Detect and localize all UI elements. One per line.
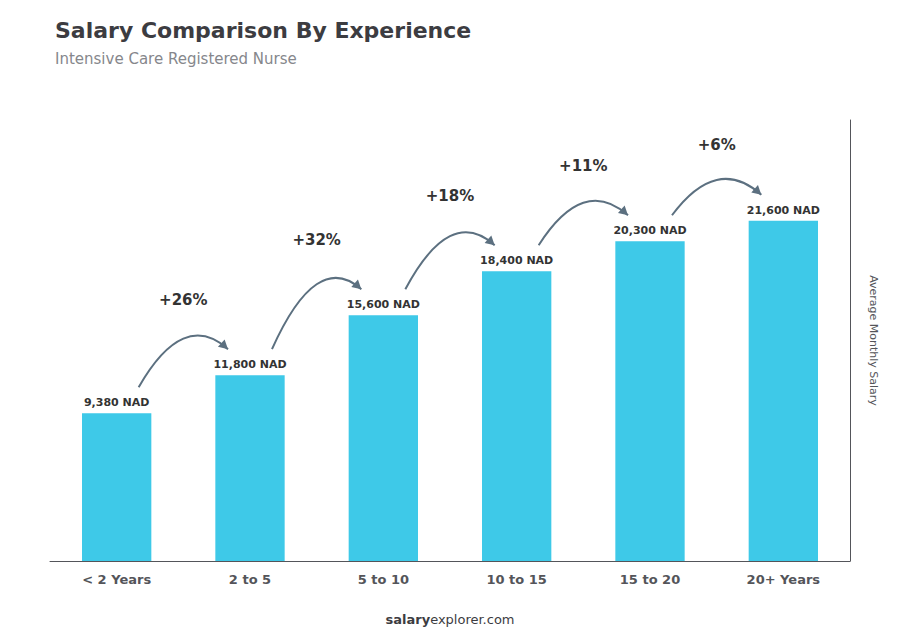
svg-text:+26%: +26%	[159, 291, 207, 309]
svg-text:11,800 NAD: 11,800 NAD	[213, 358, 286, 371]
svg-text:Salary Comparison By Experienc: Salary Comparison By Experience	[55, 18, 471, 43]
svg-text:9,380 NAD: 9,380 NAD	[84, 396, 149, 409]
svg-text:10 to 15: 10 to 15	[486, 572, 546, 587]
svg-text:Intensive Care Registered Nurs: Intensive Care Registered Nurse	[55, 50, 297, 68]
svg-text:+11%: +11%	[559, 157, 607, 175]
svg-text:2 to 5: 2 to 5	[229, 572, 271, 587]
svg-text:21,600 NAD: 21,600 NAD	[747, 204, 820, 217]
svg-text:20+ Years: 20+ Years	[747, 572, 821, 587]
svg-text:+18%: +18%	[426, 187, 474, 205]
svg-text:15,600 NAD: 15,600 NAD	[347, 298, 420, 311]
svg-text:< 2 Years: < 2 Years	[82, 572, 151, 587]
svg-text:20,300 NAD: 20,300 NAD	[613, 224, 686, 237]
svg-text:5 to 10: 5 to 10	[358, 572, 409, 587]
svg-text:explorer.com: explorer.com	[430, 612, 514, 627]
svg-text:18,400 NAD: 18,400 NAD	[480, 254, 553, 267]
svg-text:15 to 20: 15 to 20	[620, 572, 680, 587]
svg-text:+6%: +6%	[698, 136, 736, 154]
svg-text:Average Monthly Salary: Average Monthly Salary	[867, 275, 880, 406]
svg-text:+32%: +32%	[292, 231, 340, 249]
svg-text:salary: salary	[385, 612, 430, 627]
